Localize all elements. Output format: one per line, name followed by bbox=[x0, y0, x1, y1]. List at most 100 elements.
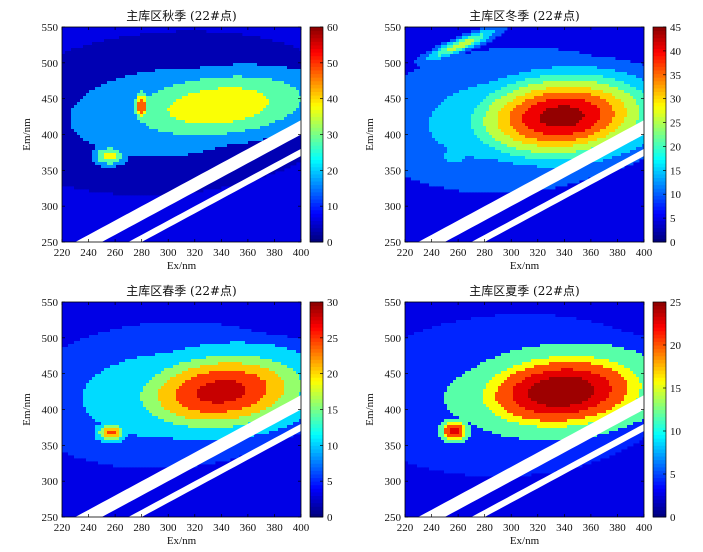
x-tick-label: 240 bbox=[423, 247, 440, 259]
x-tick-label: 320 bbox=[187, 522, 204, 534]
y-tick-label: 400 bbox=[385, 405, 402, 417]
colorbar-tick-label: 35 bbox=[670, 70, 682, 82]
x-tick-label: 360 bbox=[583, 522, 600, 534]
y-tick-label: 300 bbox=[42, 476, 59, 488]
y-tick-label: 500 bbox=[385, 58, 402, 70]
colorbar-tick-label: 30 bbox=[327, 130, 339, 142]
y-tick-label: 250 bbox=[42, 512, 59, 524]
y-tick-label: 400 bbox=[42, 130, 59, 142]
y-tick-label: 500 bbox=[385, 333, 402, 345]
colorbar-tick-label: 0 bbox=[327, 237, 333, 249]
x-tick-label: 380 bbox=[266, 522, 283, 534]
colorbar-tick-label: 15 bbox=[670, 165, 682, 177]
colorbar-tick-label: 40 bbox=[670, 46, 682, 58]
panel-title: 主库区冬季 (22#点) bbox=[469, 8, 580, 23]
eem-panel-bl: 220 240 260 280 300 320 340 360 380 4002503003504… bbox=[21, 283, 339, 547]
y-tick-label: 450 bbox=[42, 369, 59, 381]
x-tick-label: 340 bbox=[213, 247, 230, 259]
colorbar-tick-label: 25 bbox=[670, 118, 682, 130]
colorbar-tick-label: 5 bbox=[327, 476, 333, 488]
y-tick-label: 300 bbox=[42, 201, 59, 213]
y-tick-label: 400 bbox=[385, 130, 402, 142]
x-tick-label: 260 bbox=[450, 522, 467, 534]
colorbar: 0 5 10 15 20 25 bbox=[652, 297, 682, 524]
colorbar-tick-label: 25 bbox=[670, 297, 682, 309]
colorbar: 0 5 10 15 20 25 30 35 40 45 bbox=[652, 22, 682, 249]
colorbar: 0 10 20 30 40 50 60 bbox=[309, 22, 339, 249]
x-tick-label: 260 bbox=[450, 247, 467, 259]
x-tick-label: 240 bbox=[80, 522, 97, 534]
colorbar-tick-label: 60 bbox=[327, 22, 339, 34]
x-tick-label: 320 bbox=[530, 522, 547, 534]
colorbar-tick-label: 0 bbox=[327, 512, 333, 524]
colorbar-tick-label: 20 bbox=[327, 165, 339, 177]
colorbar-tick-label: 10 bbox=[670, 426, 682, 438]
x-tick-label: 340 bbox=[556, 522, 573, 534]
y-tick-label: 350 bbox=[42, 165, 59, 177]
y-tick-label: 450 bbox=[42, 94, 59, 106]
x-tick-label: 380 bbox=[266, 247, 283, 259]
x-tick-label: 380 bbox=[609, 247, 626, 259]
x-tick-label: 380 bbox=[609, 522, 626, 534]
x-tick-label: 360 bbox=[240, 247, 257, 259]
contour-fill bbox=[405, 314, 644, 477]
y-tick-label: 550 bbox=[42, 22, 59, 34]
colorbar-tick-label: 30 bbox=[327, 297, 339, 309]
colorbar-tick-label: 10 bbox=[327, 201, 339, 213]
colorbar-tick-label: 30 bbox=[670, 94, 682, 106]
x-tick-label: 260 bbox=[107, 522, 124, 534]
colorbar-tick-label: 45 bbox=[670, 22, 682, 34]
x-tick-label: 280 bbox=[476, 247, 493, 259]
contour-fill bbox=[62, 30, 301, 196]
y-tick-label: 250 bbox=[42, 237, 59, 249]
colorbar-tick-label: 20 bbox=[327, 369, 339, 381]
colorbar-tick-label: 0 bbox=[670, 237, 676, 249]
x-tick-label: 220 bbox=[397, 522, 414, 534]
colorbar-tick-label: 5 bbox=[670, 213, 676, 225]
x-tick-label: 320 bbox=[187, 247, 204, 259]
x-tick-label: 260 bbox=[107, 247, 124, 259]
x-tick-label: 280 bbox=[476, 522, 493, 534]
y-tick-label: 300 bbox=[385, 476, 402, 488]
x-tick-label: 240 bbox=[80, 247, 97, 259]
colorbar-tick-label: 20 bbox=[670, 340, 682, 352]
y-tick-label: 450 bbox=[385, 369, 402, 381]
colorbar-tick-label: 15 bbox=[670, 383, 682, 395]
x-tick-label: 340 bbox=[213, 522, 230, 534]
colorbar-tick-label: 10 bbox=[670, 189, 682, 201]
x-tick-label: 400 bbox=[293, 522, 310, 534]
y-tick-label: 350 bbox=[42, 440, 59, 452]
y-tick-label: 400 bbox=[42, 405, 59, 417]
y-axis-label: Em/nm bbox=[364, 393, 376, 426]
colorbar-tick-label: 20 bbox=[670, 141, 682, 153]
colorbar-tick-label: 0 bbox=[670, 512, 676, 524]
x-tick-label: 400 bbox=[293, 247, 310, 259]
x-tick-label: 400 bbox=[636, 522, 653, 534]
x-tick-label: 300 bbox=[503, 522, 520, 534]
x-tick-label: 300 bbox=[503, 247, 520, 259]
colorbar-tick-label: 10 bbox=[327, 440, 339, 452]
panel-title: 主库区春季 (22#点) bbox=[126, 283, 237, 298]
y-tick-label: 550 bbox=[42, 297, 59, 309]
x-tick-label: 400 bbox=[636, 247, 653, 259]
x-axis-label: Ex/nm bbox=[510, 260, 540, 272]
y-tick-label: 500 bbox=[42, 58, 59, 70]
x-tick-label: 220 bbox=[397, 247, 414, 259]
x-tick-label: 220 bbox=[54, 522, 71, 534]
x-tick-label: 220 bbox=[54, 247, 71, 259]
y-tick-label: 300 bbox=[385, 201, 402, 213]
colorbar: 0 5 10 15 20 25 30 bbox=[309, 297, 339, 524]
y-axis-label: Em/nm bbox=[364, 118, 376, 151]
colorbar-tick-label: 5 bbox=[670, 469, 676, 481]
y-tick-label: 450 bbox=[385, 94, 402, 106]
x-tick-label: 320 bbox=[530, 247, 547, 259]
x-tick-label: 280 bbox=[133, 247, 150, 259]
y-tick-label: 250 bbox=[385, 512, 402, 524]
y-tick-label: 350 bbox=[385, 440, 402, 452]
eem-panel-tr: 220 240 260 280 300 320 340 360 380 4002503003504… bbox=[364, 8, 682, 272]
panel-title: 主库区夏季 (22#点) bbox=[469, 283, 580, 298]
x-tick-label: 240 bbox=[423, 522, 440, 534]
x-axis-label: Ex/nm bbox=[167, 535, 197, 547]
x-tick-label: 360 bbox=[583, 247, 600, 259]
